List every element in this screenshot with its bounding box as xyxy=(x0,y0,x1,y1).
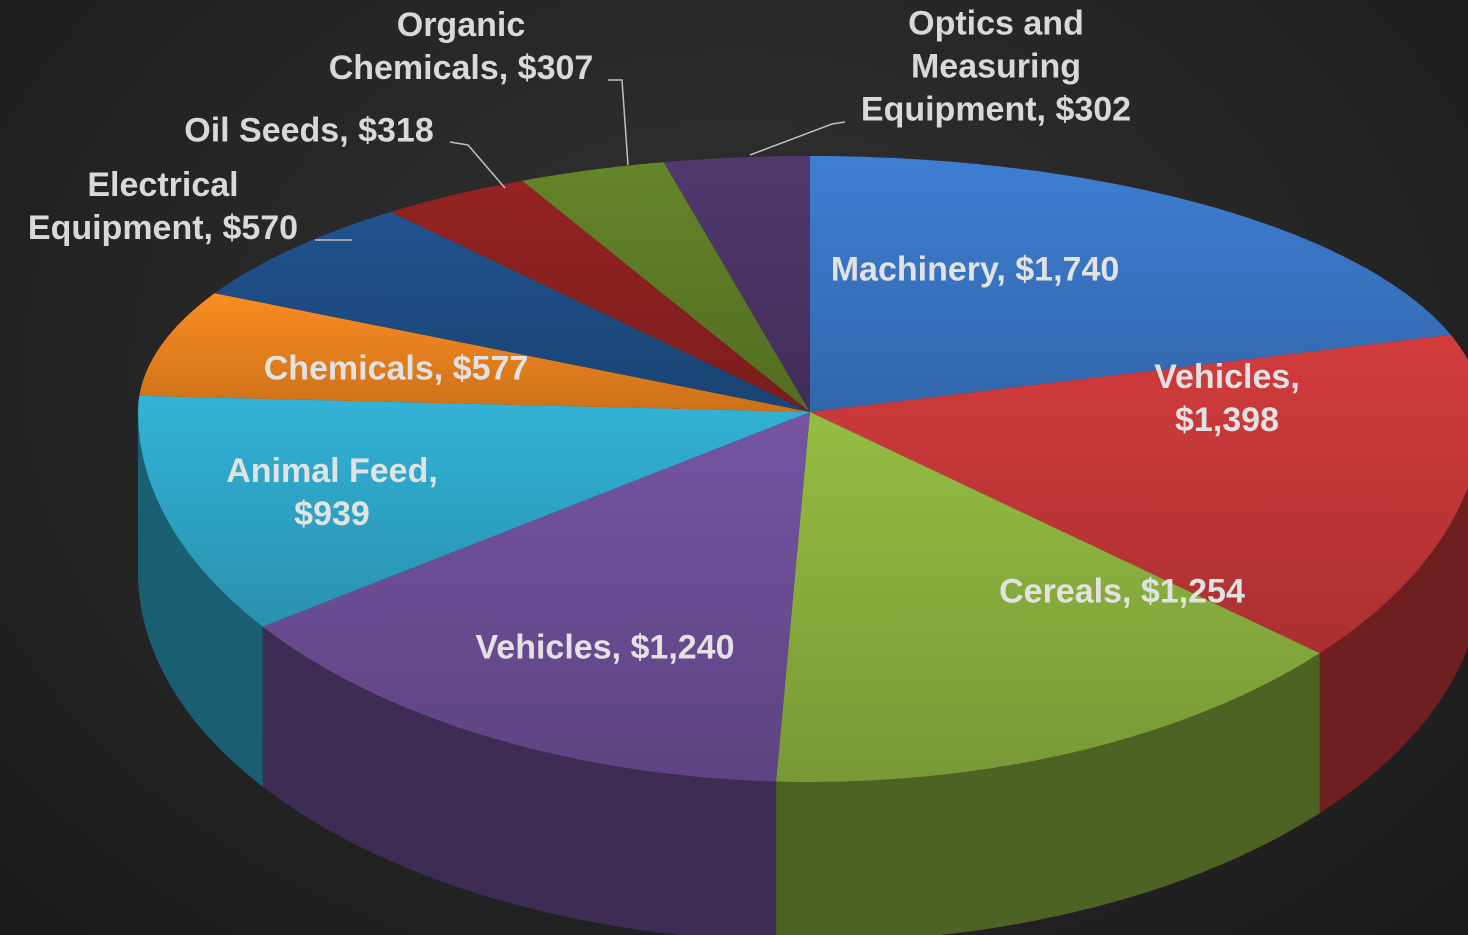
leader-line xyxy=(449,141,506,189)
slice xyxy=(390,180,810,412)
leader-line xyxy=(749,121,846,156)
leader-line xyxy=(608,79,629,166)
data-label: Animal Feed, $939 xyxy=(226,452,438,533)
slice-side xyxy=(1319,487,1468,814)
data-label: Cereals, $1,254 xyxy=(999,572,1245,611)
data-label: Electrical Equipment, $570 xyxy=(27,166,299,247)
data-label: Chemicals, $577 xyxy=(263,349,529,388)
slice xyxy=(139,293,810,412)
data-label: Vehicles, $1,398 xyxy=(1154,358,1300,439)
slice xyxy=(810,334,1468,654)
slice xyxy=(262,412,810,782)
data-label: Optics and Measuring Equipment, $302 xyxy=(860,4,1132,129)
data-label: Machinery, $1,740 xyxy=(830,250,1120,289)
data-label: Organic Chemicals, $307 xyxy=(328,6,594,87)
slice-side xyxy=(138,412,263,787)
slice xyxy=(663,156,810,412)
slice-side xyxy=(262,626,777,935)
slice xyxy=(776,412,1320,782)
slice-side xyxy=(776,653,1320,935)
data-label: Oil Seeds, $318 xyxy=(184,111,434,150)
data-label: Vehicles, $1,240 xyxy=(475,628,735,667)
slice xyxy=(138,395,810,627)
slice xyxy=(214,211,811,412)
slice xyxy=(522,162,810,412)
slice xyxy=(810,156,1451,412)
